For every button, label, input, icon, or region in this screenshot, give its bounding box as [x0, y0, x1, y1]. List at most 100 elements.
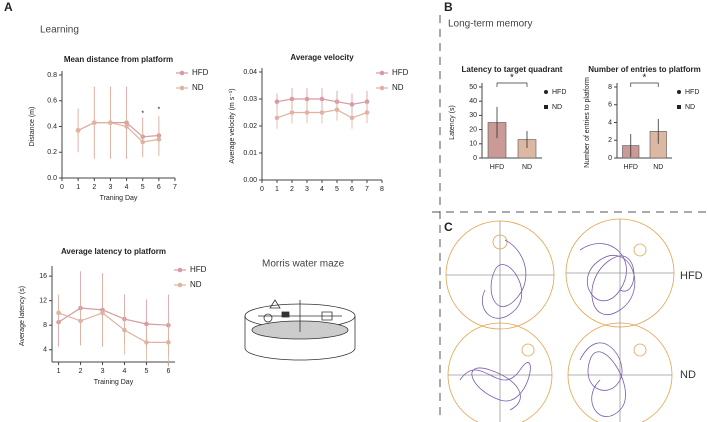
y-tick-label: 0.00 [243, 177, 257, 184]
maze-diagram [244, 299, 356, 361]
point [140, 139, 146, 145]
panel-label: B [444, 0, 453, 14]
legend-label: HFD [392, 68, 409, 77]
y-tick-label: 0.6 [47, 98, 57, 105]
x-tick-label: 5 [144, 368, 148, 375]
legend-marker [177, 282, 183, 288]
y-tick-label: 4 [608, 119, 612, 126]
point [122, 327, 127, 333]
x-tick-label: ND [653, 164, 663, 171]
y-axis-label: Number of entries to platform [584, 77, 591, 168]
point [319, 110, 325, 115]
y-tick-label: 12 [39, 298, 47, 305]
group-label: ND [680, 369, 696, 381]
legend-marker [179, 70, 185, 76]
maze-title: Morris water maze [262, 259, 345, 270]
point [319, 96, 325, 102]
series-line [58, 307, 169, 326]
x-tick-label: 6 [157, 184, 161, 191]
x-axis-label: Traning Day [100, 195, 138, 202]
chart-title: Average velocity [290, 53, 354, 62]
x-tick-label: 4 [123, 368, 127, 375]
point [124, 124, 129, 129]
significance: * [510, 73, 514, 84]
x-tick-label: 4 [125, 184, 129, 191]
chart-title: Number of entries to platform [588, 65, 700, 74]
legend-label: ND [190, 280, 202, 289]
legend-marker [177, 267, 183, 273]
point [78, 318, 83, 324]
y-tick-label: 0.02 [243, 123, 257, 130]
y-tick-label: 8 [608, 84, 612, 91]
x-tick-label: 5 [141, 184, 145, 191]
point [75, 128, 81, 133]
y-tick-label: 0.01 [243, 150, 257, 157]
x-tick-label: 1 [57, 368, 61, 375]
annotation: * [157, 107, 160, 114]
legend-marker [544, 105, 548, 109]
significance-bracket [630, 82, 659, 87]
point [364, 110, 370, 115]
x-tick-label: 5 [335, 186, 339, 193]
x-tick-label: 6 [166, 368, 170, 375]
x-tick-label: ND [522, 164, 532, 171]
x-tick-label: 0 [260, 186, 264, 193]
section-title: Long-term memory [448, 19, 532, 30]
legend-label: HFD [192, 68, 209, 77]
point [289, 96, 295, 102]
y-tick-label: 50 [469, 84, 477, 91]
x-tick-label: 3 [305, 186, 309, 193]
legend-marker [677, 105, 681, 109]
y-tick-label: 30 [469, 112, 477, 119]
y-tick-label: 6 [608, 102, 612, 109]
point [144, 340, 149, 345]
legend-label: ND [192, 83, 204, 92]
series-line [77, 122, 159, 143]
x-tick-label: HFD [490, 164, 504, 171]
y-tick-label: 0.0 [47, 175, 57, 182]
x-tick-label: HFD [624, 164, 638, 171]
point [56, 310, 61, 316]
y-tick-label: 0.8 [47, 72, 57, 79]
y-tick-label: 0 [608, 155, 612, 162]
annotation: * [141, 110, 144, 117]
x-tick-label: 2 [79, 368, 83, 375]
panel-label: A [4, 0, 13, 14]
y-tick-label: 0.03 [243, 96, 257, 103]
y-tick-label: 0 [473, 155, 477, 162]
y-axis-label: Latency (s) [449, 105, 456, 140]
legend-marker [379, 85, 385, 91]
legend-label: HFD [685, 89, 699, 96]
y-tick-label: 0.2 [47, 149, 57, 156]
y-tick-label: 0.04 [243, 69, 257, 76]
y-tick-label: 4 [43, 347, 47, 354]
y-tick-label: 8 [43, 322, 47, 329]
point [349, 115, 355, 121]
point [91, 120, 97, 125]
chart-title: Average latency to platform [61, 247, 166, 256]
x-tick-label: 1 [76, 184, 80, 191]
x-axis-label: Training Day [94, 379, 134, 386]
y-tick-label: 2 [608, 137, 612, 144]
track-images [445, 218, 675, 422]
point [100, 310, 105, 316]
x-tick-label: 8 [380, 186, 384, 193]
significance: * [643, 73, 647, 84]
series-line [58, 312, 169, 343]
y-tick-label: 10 [469, 141, 477, 148]
x-tick-label: 7 [365, 186, 369, 193]
point [289, 110, 295, 115]
legend-marker [544, 90, 548, 94]
y-tick-label: 40 [469, 98, 477, 105]
point [274, 115, 280, 121]
x-tick-label: 4 [320, 186, 324, 193]
significance-bracket [496, 82, 528, 87]
y-tick-label: 20 [469, 126, 477, 133]
legend-label: ND [392, 83, 404, 92]
y-axis-label: Distance (m) [29, 107, 36, 147]
point [156, 137, 162, 142]
x-tick-label: 3 [101, 368, 105, 375]
legend-label: ND [552, 104, 562, 111]
y-axis-label: Average latency (s) [19, 286, 26, 346]
